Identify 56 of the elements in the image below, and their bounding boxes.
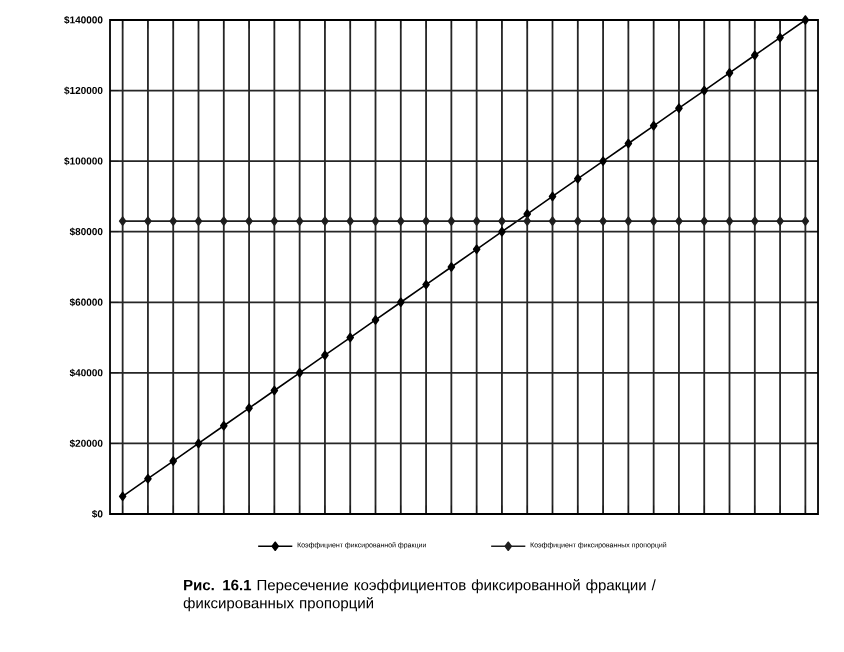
point bbox=[219, 216, 228, 226]
point bbox=[245, 403, 253, 413]
point bbox=[447, 262, 456, 272]
point bbox=[573, 173, 582, 184]
point bbox=[219, 420, 228, 431]
point bbox=[118, 491, 127, 502]
point bbox=[523, 216, 532, 226]
point bbox=[194, 216, 203, 226]
point bbox=[624, 216, 633, 226]
point bbox=[422, 279, 430, 290]
point bbox=[144, 473, 152, 484]
point bbox=[751, 216, 759, 226]
point bbox=[371, 216, 380, 226]
point bbox=[472, 216, 481, 226]
point bbox=[776, 216, 784, 226]
point bbox=[295, 368, 304, 378]
point bbox=[776, 32, 784, 43]
point bbox=[194, 438, 203, 449]
point bbox=[649, 121, 658, 131]
point bbox=[649, 216, 658, 226]
point bbox=[573, 216, 582, 226]
point bbox=[801, 216, 810, 226]
point bbox=[144, 216, 152, 226]
point bbox=[169, 216, 178, 226]
point bbox=[447, 216, 456, 226]
point bbox=[346, 332, 355, 343]
point bbox=[270, 216, 279, 226]
point bbox=[599, 156, 607, 166]
point bbox=[321, 216, 329, 226]
point bbox=[396, 216, 405, 226]
point bbox=[700, 85, 709, 96]
point bbox=[599, 216, 607, 226]
point bbox=[346, 216, 355, 226]
point bbox=[270, 385, 279, 396]
point bbox=[548, 191, 557, 202]
point bbox=[118, 216, 127, 226]
point bbox=[169, 456, 178, 466]
point bbox=[624, 138, 633, 149]
point bbox=[498, 216, 506, 226]
point bbox=[321, 350, 329, 361]
point bbox=[295, 216, 304, 226]
point bbox=[396, 297, 405, 308]
point bbox=[245, 216, 253, 226]
point bbox=[523, 209, 532, 219]
point bbox=[725, 68, 734, 78]
point bbox=[371, 315, 380, 325]
point bbox=[472, 244, 481, 255]
point bbox=[725, 216, 734, 226]
point bbox=[675, 103, 683, 113]
point bbox=[422, 216, 430, 226]
point bbox=[548, 216, 557, 226]
point bbox=[751, 50, 759, 61]
point bbox=[700, 216, 709, 226]
point bbox=[801, 15, 810, 25]
point bbox=[675, 216, 683, 226]
point bbox=[498, 226, 506, 237]
